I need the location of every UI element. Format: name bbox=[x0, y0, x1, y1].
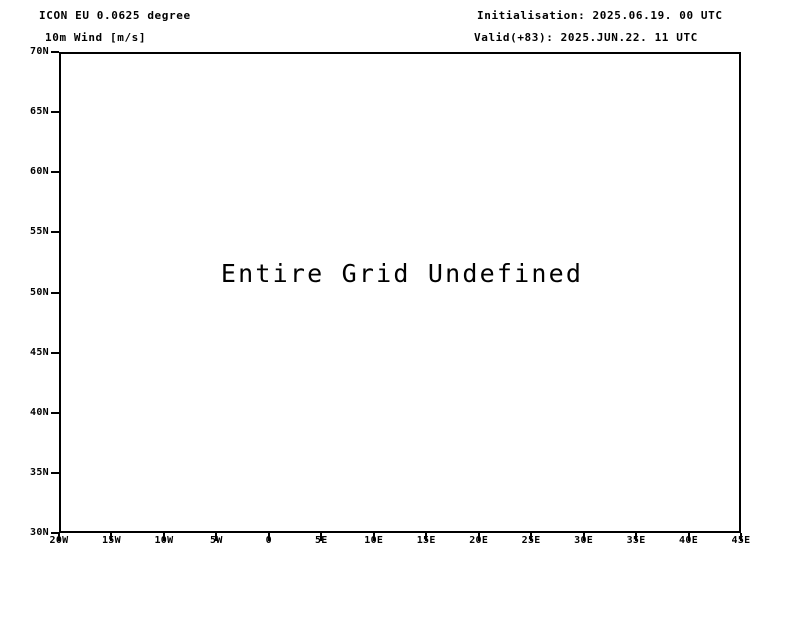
latitude-tick-label: 45N bbox=[30, 346, 49, 358]
latitude-tick-label: 55N bbox=[30, 226, 49, 238]
longitude-tick-label: 35E bbox=[626, 535, 646, 546]
latitude-tick-label: 30N bbox=[30, 527, 49, 538]
longitude-tick bbox=[425, 533, 428, 541]
longitude-tick-label: 10W bbox=[154, 535, 174, 546]
latitude-tick bbox=[51, 351, 59, 354]
longitude-tick bbox=[162, 533, 165, 541]
map-plot-area: Entire Grid Undefined bbox=[61, 54, 739, 531]
longitude-tick bbox=[740, 533, 742, 541]
latitude-tick-label: 40N bbox=[30, 406, 49, 418]
longitude-tick bbox=[110, 533, 113, 541]
longitude-tick-label: 15E bbox=[416, 535, 436, 546]
latitude-tick-label: 65N bbox=[30, 106, 49, 118]
latitude-tick bbox=[51, 532, 59, 534]
latitude-tick bbox=[51, 231, 59, 234]
valid-time: Valid(+83): 2025.JUN.22. 11 UTC bbox=[474, 31, 698, 44]
longitude-tick-label: 40E bbox=[679, 535, 699, 546]
longitude-tick bbox=[477, 533, 480, 541]
longitude-tick bbox=[320, 533, 323, 541]
map-plot-frame: Entire Grid Undefined bbox=[59, 52, 741, 533]
longitude-tick-label: 20W bbox=[49, 535, 69, 546]
latitude-tick-label: 70N bbox=[30, 46, 49, 57]
longitude-tick bbox=[58, 533, 60, 541]
longitude-tick-label: 0 bbox=[265, 535, 272, 546]
latitude-tick bbox=[51, 51, 59, 53]
longitude-tick bbox=[372, 533, 375, 541]
longitude-tick-label: 25E bbox=[521, 535, 541, 546]
longitude-tick-label: 30E bbox=[574, 535, 594, 546]
latitude-tick bbox=[51, 411, 59, 414]
longitude-tick-label: 45E bbox=[731, 535, 751, 546]
longitude-tick bbox=[215, 533, 218, 541]
latitude-tick-label: 35N bbox=[30, 466, 49, 478]
longitude-tick-label: 20E bbox=[469, 535, 489, 546]
longitude-tick-label: 5E bbox=[314, 535, 328, 546]
initialisation-time: Initialisation: 2025.06.19. 00 UTC bbox=[477, 9, 723, 22]
longitude-tick-label: 15W bbox=[101, 535, 121, 546]
longitude-tick bbox=[687, 533, 690, 541]
longitude-tick-label: 5W bbox=[210, 535, 223, 546]
longitude-tick-label: 10E bbox=[364, 535, 384, 546]
longitude-tick bbox=[530, 533, 533, 541]
latitude-tick-label: 60N bbox=[30, 166, 49, 178]
latitude-tick bbox=[51, 291, 59, 294]
longitude-tick bbox=[635, 533, 638, 541]
longitude-tick bbox=[582, 533, 585, 541]
latitude-tick bbox=[51, 471, 59, 474]
field-title: 10m Wind [m/s] bbox=[45, 31, 147, 44]
latitude-tick-label: 50N bbox=[30, 286, 49, 298]
model-title: ICON EU 0.0625 degree bbox=[39, 9, 191, 22]
latitude-tick bbox=[51, 111, 59, 114]
latitude-tick bbox=[51, 171, 59, 174]
longitude-tick bbox=[267, 533, 270, 541]
entire-grid-undefined-message: Entire Grid Undefined bbox=[220, 259, 584, 288]
